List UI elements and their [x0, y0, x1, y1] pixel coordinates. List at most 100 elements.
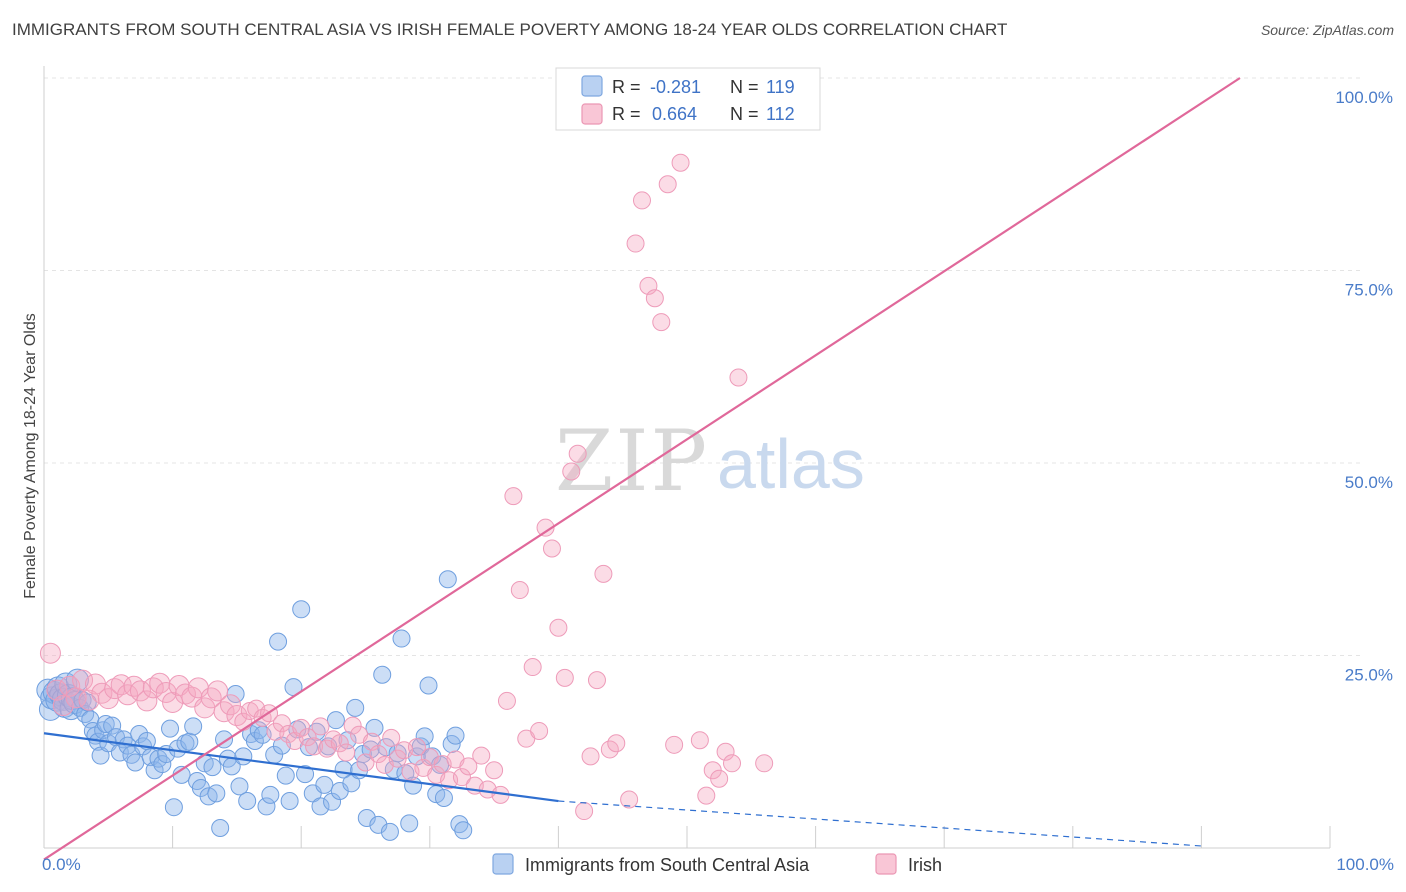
pink-point [607, 734, 626, 753]
pink-point [78, 689, 100, 711]
pink-point [485, 761, 504, 780]
blue-point [292, 600, 311, 619]
source-label: Source: ZipAtlas.com [1260, 22, 1394, 38]
pink-point [292, 718, 311, 737]
blue-point [276, 766, 295, 785]
pink-point [536, 518, 555, 537]
legend-n-label-2: N = [730, 104, 759, 124]
pink-point [162, 691, 184, 713]
y-tick-label-100: 100.0% [1335, 88, 1393, 107]
legend-swatch-pink [581, 103, 603, 125]
pink-point [671, 153, 690, 172]
blue-point [296, 765, 315, 784]
bottom-legend-swatch-pink [875, 853, 897, 875]
pink-point [510, 581, 529, 600]
blue-point [373, 665, 392, 684]
blue-point [280, 792, 299, 811]
pink-point [155, 681, 177, 703]
pink-point [755, 754, 774, 773]
blue-point [96, 715, 115, 734]
pink-point [407, 738, 426, 757]
pink-point [337, 743, 356, 762]
pink-point [723, 754, 742, 773]
pink-point [200, 687, 222, 709]
pink-point [136, 690, 158, 712]
axes [43, 66, 1331, 849]
pink-point [174, 683, 196, 705]
blue-point [261, 785, 280, 804]
pink-point [72, 669, 94, 691]
bottom-legend-label-irish: Irish [908, 855, 942, 875]
blue-point [326, 711, 345, 730]
pink-point [343, 716, 362, 735]
pink-point [645, 289, 664, 308]
blue-point [377, 738, 396, 757]
legend-r-label-2: R = [612, 104, 641, 124]
legend-swatch-blue [581, 75, 603, 97]
legend-n-value-1: 119 [766, 77, 795, 97]
pink-point [472, 746, 491, 765]
blue-point [400, 814, 419, 833]
blue-point [180, 732, 199, 751]
pink-point [729, 368, 748, 387]
pink-point [568, 444, 587, 463]
pink-point [52, 695, 74, 717]
series-irish-points [39, 69, 774, 821]
watermark: ZIP atlas [555, 412, 865, 510]
x-tick-label-min: 0.0% [42, 855, 81, 874]
blue-point [315, 775, 334, 794]
blue-point [346, 698, 365, 717]
pink-point [581, 747, 600, 766]
blue-point [257, 797, 276, 816]
y-tick-label-50: 50.0% [1345, 473, 1393, 492]
legend-r-label-1: R = [612, 77, 641, 97]
blue-point [442, 735, 461, 754]
blue-point [153, 755, 172, 774]
pink-point [523, 658, 542, 677]
pink-point [549, 618, 568, 637]
pink-point [690, 731, 709, 750]
blue-point [234, 747, 253, 766]
blue-point [434, 788, 453, 807]
pink-point [575, 802, 594, 821]
pink-point [272, 714, 291, 733]
pink-point [710, 769, 729, 788]
y-tick-labels: 25.0% 50.0% 75.0% 100.0% [1335, 88, 1393, 685]
watermark-zip: ZIP [555, 412, 709, 510]
blue-point [357, 808, 376, 827]
pink-point [632, 191, 651, 210]
pink-point [652, 313, 671, 332]
pink-point [452, 768, 471, 787]
pink-point [311, 717, 330, 736]
blue-point [207, 784, 226, 803]
blue-point [365, 718, 384, 737]
blue-point [238, 792, 257, 811]
pink-point [562, 462, 581, 481]
pink-point [504, 487, 523, 506]
blue-point [369, 815, 388, 834]
blue-point [164, 798, 183, 817]
pink-point [129, 680, 151, 702]
chart-title: IMMIGRANTS FROM SOUTH CENTRAL ASIA VS IR… [12, 20, 1008, 39]
blue-point [454, 821, 473, 840]
blue-point [126, 753, 145, 772]
trend-lines [43, 77, 1241, 861]
pink-point [658, 175, 677, 194]
legend: R = -0.281 N = 119 R = 0.664 N = 112 [555, 67, 821, 131]
legend-r-value-1: -0.281 [650, 77, 701, 97]
pink-point [39, 642, 61, 664]
bottom-legend: Immigrants from South Central Asia Irish [492, 853, 942, 875]
blue-point [438, 570, 457, 589]
pink-point [356, 753, 375, 772]
pink-point [594, 564, 613, 583]
legend-n-value-2: 112 [766, 104, 795, 124]
trend-line-irish [43, 77, 1241, 861]
x-tick-labels: 0.0% 100.0% [42, 855, 1394, 874]
pink-point [330, 734, 349, 753]
pink-point [716, 742, 735, 761]
grid [44, 77, 1360, 656]
y-tick-label-25: 25.0% [1345, 666, 1393, 685]
pink-point [369, 745, 388, 764]
pink-point [587, 671, 606, 690]
